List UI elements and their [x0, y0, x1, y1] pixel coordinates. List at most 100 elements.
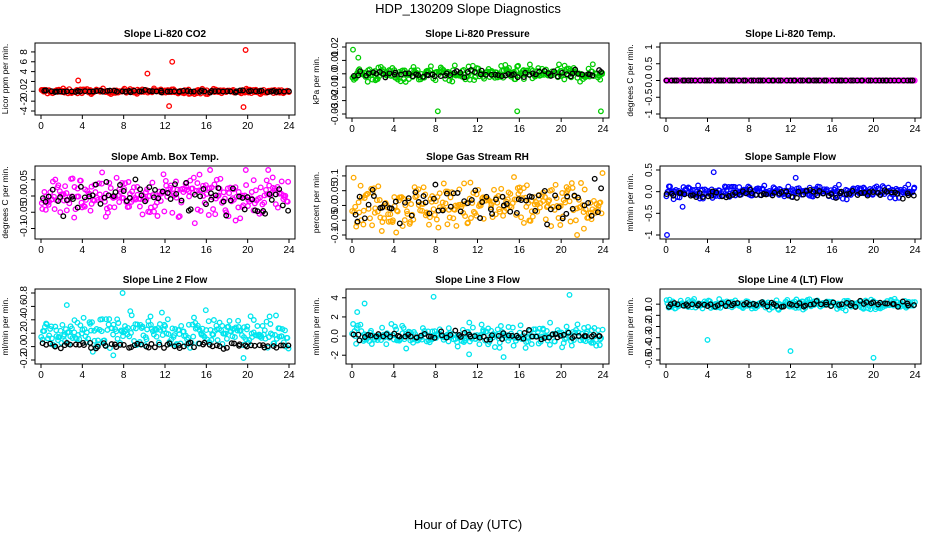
- data-point: [173, 194, 180, 201]
- data-point: [139, 211, 146, 218]
- y-tick-label: -0.1: [330, 226, 341, 244]
- outlier-point: [597, 108, 604, 115]
- reference-point: [520, 335, 527, 342]
- y-tick-label: 8: [19, 49, 30, 55]
- data-point: [488, 204, 494, 211]
- data-point: [572, 329, 579, 336]
- plot-panel-7: Slope Line 2 Flow ml/min per min. 0 4 8 12 16 2…: [0, 275, 296, 381]
- reference-point: [899, 298, 906, 305]
- x-tick-label: 24: [909, 124, 921, 135]
- reference-point: [354, 218, 361, 225]
- data-point: [599, 170, 606, 177]
- reference-point: [412, 189, 419, 196]
- outlier-point: [664, 232, 670, 238]
- data-point: [194, 180, 201, 187]
- y-tick-label: 0.0: [330, 329, 341, 343]
- reference-point: [736, 191, 743, 198]
- data-point: [548, 186, 555, 193]
- reference-point: [909, 77, 916, 84]
- data-point: [139, 323, 146, 330]
- data-point: [723, 184, 729, 191]
- reference-point: [164, 88, 171, 95]
- data-point: [360, 221, 367, 228]
- plot-panel-1: Slope Li-820 CO2 Licor ppm per min. 0 4 8 12 1…: [0, 29, 296, 132]
- data-point: [252, 187, 259, 194]
- page-title: HDP_130209 Slope Diagnostics: [375, 1, 561, 16]
- reference-point: [42, 87, 49, 94]
- reference-point: [884, 300, 891, 307]
- reference-point: [138, 341, 145, 348]
- data-point: [663, 297, 670, 304]
- y-tick-label: -2: [330, 350, 341, 359]
- data-point: [379, 324, 386, 331]
- x-tick-label: 4: [80, 245, 86, 256]
- reference-point: [843, 191, 850, 198]
- panel-title: Slope Li-820 Pressure: [425, 29, 530, 40]
- data-point: [567, 218, 574, 225]
- reference-point: [535, 192, 542, 199]
- reference-point: [131, 87, 138, 94]
- reference-point: [134, 340, 141, 347]
- data-point: [250, 317, 257, 323]
- data-point: [223, 335, 230, 342]
- reference-point: [757, 77, 764, 84]
- data-point: [496, 206, 503, 213]
- data-point: [176, 213, 183, 220]
- data-point: [507, 190, 514, 197]
- reference-point: [146, 184, 153, 191]
- reference-point: [415, 199, 422, 205]
- data-point: [542, 216, 549, 223]
- reference-point: [764, 303, 771, 310]
- data-point: [353, 325, 360, 332]
- reference-point: [588, 212, 595, 219]
- y-tick-label: -0.05: [330, 208, 341, 231]
- y-tick-label: 0.5: [644, 163, 655, 177]
- reference-point: [670, 192, 677, 199]
- y-tick-label: 0.02: [330, 37, 341, 57]
- reference-point: [367, 332, 374, 339]
- outlier-point: [514, 108, 521, 115]
- data-point: [357, 321, 364, 328]
- reference-point: [94, 343, 101, 350]
- reference-point: [513, 209, 520, 216]
- x-tick-label: 4: [705, 245, 711, 256]
- reference-point: [203, 201, 209, 208]
- reference-point: [832, 194, 839, 201]
- reference-point: [39, 195, 46, 202]
- reference-point: [370, 69, 377, 76]
- reference-point: [254, 208, 261, 215]
- reference-point: [910, 192, 917, 199]
- data-point: [77, 322, 84, 329]
- data-point: [373, 197, 380, 204]
- data-point: [574, 321, 581, 328]
- data-point: [136, 203, 143, 210]
- data-point: [547, 319, 554, 326]
- reference-point: [74, 204, 81, 211]
- data-point: [77, 177, 84, 184]
- outlier-point: [792, 174, 799, 181]
- data-point: [191, 314, 197, 321]
- x-tick-label: 16: [826, 370, 838, 381]
- y-tick-label: -1: [644, 230, 655, 239]
- data-point: [278, 178, 285, 185]
- reference-point: [688, 77, 695, 84]
- x-tick-label: 0: [38, 370, 44, 381]
- panel-title: Slope Line 3 Flow: [435, 275, 520, 286]
- x-tick-label: 0: [663, 124, 669, 135]
- reference-point: [120, 188, 127, 194]
- reference-point: [142, 198, 149, 205]
- reference-point: [701, 301, 708, 308]
- data-point: [585, 323, 592, 330]
- reference-point: [802, 302, 809, 309]
- data-point: [494, 199, 501, 206]
- data-point: [436, 190, 443, 197]
- data-point: [39, 336, 46, 343]
- data-point: [375, 183, 382, 190]
- data-point: [114, 335, 121, 342]
- data-point: [56, 188, 63, 195]
- reference-point: [911, 302, 917, 309]
- reference-point: [167, 196, 174, 202]
- reference-point: [187, 339, 194, 346]
- y-tick-label: -1: [644, 109, 655, 118]
- data-point: [69, 175, 76, 182]
